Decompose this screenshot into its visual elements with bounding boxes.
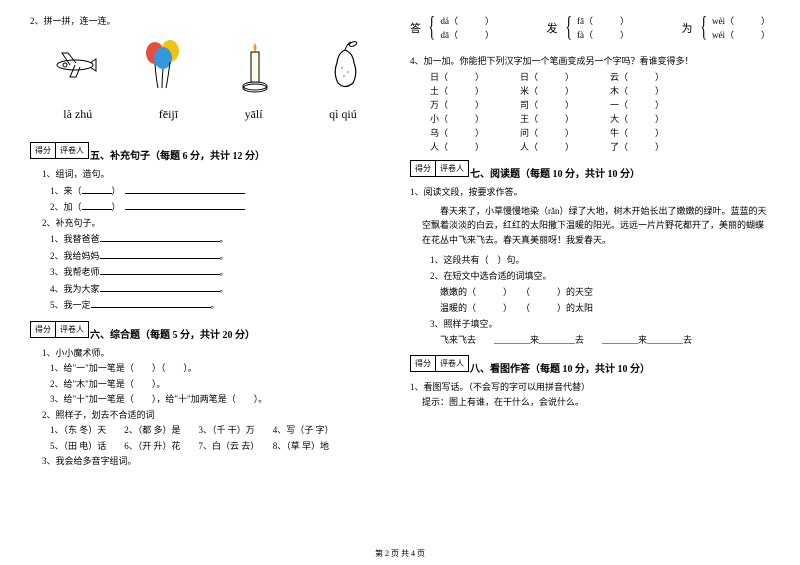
s6-q3: 3、我会给多音字组词。 — [42, 455, 390, 469]
pinyin-row: là zhú fēijī yālí qì qiú — [30, 107, 390, 122]
s6-q1-1: 1、给"一"加一笔是（ ）（ ）。 — [50, 362, 390, 376]
s6-q1-3: 3、给"十"加一笔是（ ），给"十"加两笔是（ ）。 — [50, 393, 390, 407]
worksheet-page: 2、拼一拼，连一连。 là zhú fēijī yālí qì qiú 得分 评… — [0, 0, 800, 565]
section-6-title: 六、综合题（每题 5 分，共计 20 分） — [90, 326, 390, 341]
brace-wei: 为 { wèi（ ） wéi（ ） — [682, 14, 770, 43]
pinyin-1: là zhú — [63, 107, 92, 122]
s5-q2-1: 1、我替爸爸。 — [50, 232, 390, 247]
pear-icon — [318, 38, 373, 93]
grader-label: 评卷人 — [56, 143, 88, 158]
score-box-8: 得分 评卷人 — [410, 355, 469, 372]
q4-title: 4、加一加。你能把下列汉字加一个笔画变成另一个字吗？看谁变得多！ — [410, 55, 770, 69]
s7-q1: 1、阅读文段，按要求作答。 — [410, 186, 770, 200]
brace-icon: { — [428, 14, 435, 42]
section-7-title: 七、阅读题（每题 10 分，共计 10 分） — [470, 165, 770, 180]
s6-q2: 2、照样子，划去不合适的词 — [42, 409, 390, 423]
s7-sub3-line: 飞来飞去 ________来________去 ________来_______… — [440, 333, 770, 346]
brace-icon: { — [700, 14, 707, 42]
s6-q2-items2: 5、（田 电）话 6、（开 升）花 7、白（云 去） 8、（草 早）地 — [50, 440, 390, 454]
score-label: 得分 — [31, 143, 56, 158]
score-box-5: 得分 评卷人 — [30, 142, 89, 159]
image-row — [30, 35, 390, 95]
s5-q2: 2、补充句子。 — [42, 217, 390, 231]
section-8-title: 八、看图作答（每题 10 分，共计 10 分） — [470, 360, 770, 375]
char-table: 日（ ）日（ ）云（ ） 土（ ）米（ ）木（ ） 万（ ）司（ ）一（ ） 小… — [430, 70, 770, 153]
pinyin-3: yālí — [245, 107, 263, 122]
s7-sub2: 2、在短文中选合适的词填空。 — [430, 269, 770, 282]
score-box-7: 得分 评卷人 — [410, 160, 469, 177]
s7-sub3: 3、照样子填空。 — [430, 317, 770, 330]
s7-sub1: 1、这段共有（ ）句。 — [430, 253, 770, 266]
s5-q1-item1: 1、来（） — [50, 184, 390, 199]
left-column: 2、拼一拼，连一连。 là zhú fēijī yālí qì qiú 得分 评… — [20, 10, 400, 545]
reading-passage: 春天来了，小草慢慢地染（rǎn）绿了大地，树木开始长出了嫩嫩的绿叶。蓝蓝的天空飘… — [422, 204, 770, 247]
q2-title: 2、拼一拼，连一连。 — [30, 14, 390, 27]
s5-q2-5: 5、我一定。 — [50, 298, 390, 313]
pinyin-2: fēijī — [159, 107, 178, 122]
s6-q1: 1、小小魔术师。 — [42, 347, 390, 361]
brace-icon: { — [565, 14, 572, 42]
candle-icon — [228, 38, 283, 93]
s6-q1-2: 2、给"木"加一笔是（ ）。 — [50, 378, 390, 392]
page-footer: 第 2 页 共 4 页 — [0, 548, 800, 559]
s5-q2-2: 2、我给妈妈。 — [50, 249, 390, 264]
s5-q2-3: 3、我帮老师。 — [50, 265, 390, 280]
score-box-6: 得分 评卷人 — [30, 321, 89, 338]
s8-hint: 提示：图上有谁，在干什么，会说什么。 — [422, 396, 770, 410]
brace-row: 答 { dá（ ） dā（ ） 发 { fā（ ） fà（ ） 为 { — [410, 10, 770, 53]
s6-q2-items: 1、（东 冬）天 2、（都 多）是 3、（千 干）万 4、写（子 字） — [50, 424, 390, 438]
right-column: 答 { dá（ ） dā（ ） 发 { fā（ ） fà（ ） 为 { — [400, 10, 780, 545]
s7-sub2-l1: 嫩嫩的（ ） （ ）的天空 — [440, 285, 770, 298]
brace-da: 答 { dá（ ） dā（ ） — [410, 14, 494, 43]
s8-q1: 1、看图写话。（不会写的字可以用拼音代替） — [410, 381, 770, 395]
balloons-icon — [138, 38, 193, 93]
section-5-title: 五、补充句子（每题 6 分，共计 12 分） — [90, 147, 390, 162]
airplane-icon — [48, 38, 103, 93]
s5-q1-item2: 2、加（） — [50, 200, 390, 215]
s5-q1: 1、组词，造句。 — [42, 168, 390, 182]
s5-q2-4: 4、我为大家。 — [50, 282, 390, 297]
s7-sub2-l2: 温暖的（ ） （ ）的太阳 — [440, 301, 770, 314]
brace-fa: 发 { fā（ ） fà（ ） — [547, 14, 629, 43]
pinyin-4: qì qiú — [329, 107, 357, 122]
